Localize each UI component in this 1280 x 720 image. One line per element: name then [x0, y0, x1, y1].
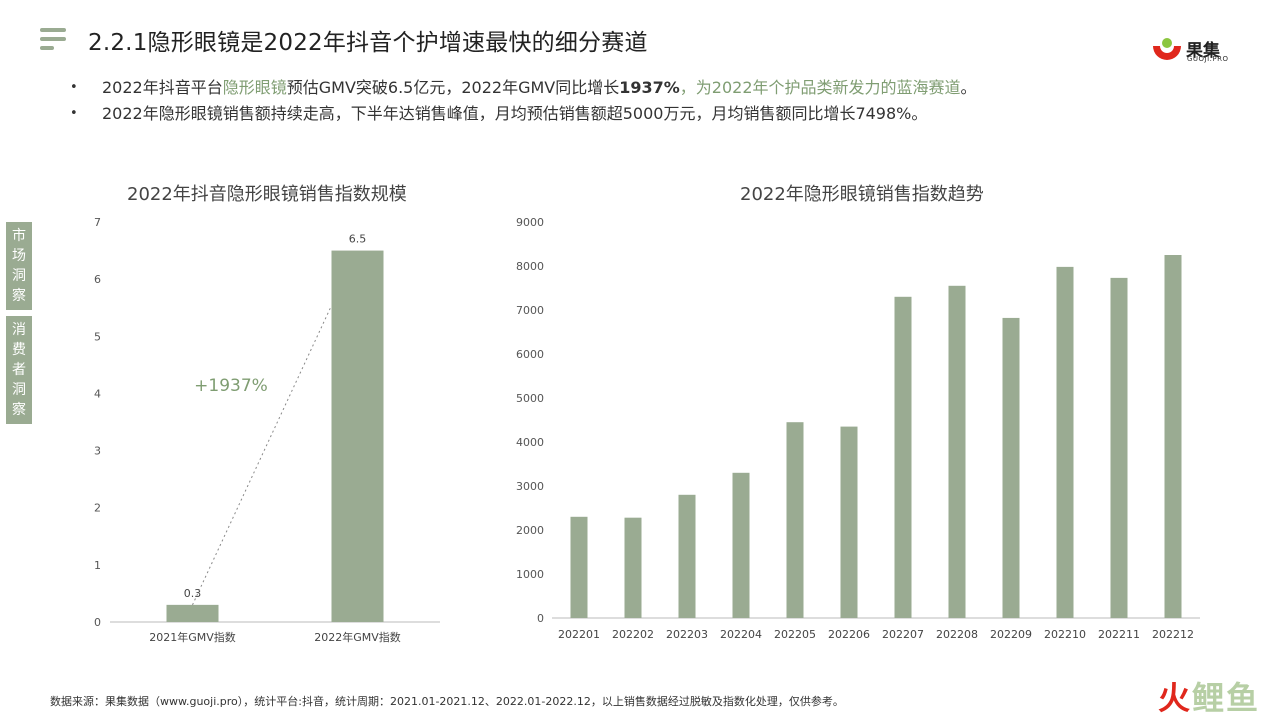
x-tick-label: 202202 — [612, 628, 654, 641]
y-tick-label: 9000 — [516, 216, 544, 229]
y-tick-label: 0 — [94, 616, 101, 629]
side-tab-char: 洞 — [12, 382, 26, 398]
x-tick-label: 202207 — [882, 628, 924, 641]
page-title: 2.2.1隐形眼镜是2022年抖音个护增速最快的细分赛道 — [88, 30, 648, 56]
bar — [894, 296, 912, 618]
y-tick-label: 1 — [94, 559, 101, 572]
x-tick-label: 202211 — [1098, 628, 1140, 641]
side-tab-char: 费 — [12, 342, 26, 358]
corner-brand-part: 火 — [1158, 679, 1193, 717]
y-tick-label: 3000 — [516, 480, 544, 493]
corner-brand-logo: 火鲤鱼 — [1158, 673, 1260, 719]
bullet-text: 2022年隐形眼镜销售额持续走高，下半年达销售峰值，月均预估销售额超5000万元… — [102, 104, 928, 123]
x-tick-label: 202204 — [720, 628, 762, 641]
side-tab-char: 察 — [12, 288, 26, 304]
side-tab-char: 者 — [12, 362, 26, 378]
bar — [786, 422, 804, 618]
y-tick-label: 6 — [94, 273, 101, 286]
chart-title-trend: 2022年隐形眼镜销售指数趋势 — [740, 184, 984, 205]
y-tick-label: 1000 — [516, 568, 544, 581]
brand-logo: 果集 GUOJI.PRO — [1150, 34, 1230, 64]
y-tick-label: 4000 — [516, 436, 544, 449]
bar — [1002, 317, 1020, 618]
x-tick-label: 202208 — [936, 628, 978, 641]
y-tick-label: 6000 — [516, 348, 544, 361]
logo-subtext: GUOJI.PRO — [1187, 55, 1229, 63]
bar — [732, 472, 750, 618]
side-tab-char: 洞 — [12, 268, 26, 284]
logo-text: 果集 — [1186, 41, 1220, 61]
y-tick-label: 5000 — [516, 392, 544, 405]
growth-figure: 1937% — [619, 78, 680, 97]
bar — [678, 494, 696, 618]
bullet-item: 2022年隐形眼镜销售额持续走高，下半年达销售峰值，月均预估销售额超5000万元… — [70, 101, 977, 127]
y-tick-label: 2000 — [516, 524, 544, 537]
x-tick-label: 2021年GMV指数 — [149, 630, 236, 644]
chart-title-gmv: 2022年抖音隐形眼镜销售指数规模 — [127, 184, 407, 205]
side-tab-char: 场 — [12, 248, 26, 264]
bar — [1164, 255, 1182, 618]
x-tick-label: 202210 — [1044, 628, 1086, 641]
bar — [948, 285, 966, 618]
y-tick-label: 7000 — [516, 304, 544, 317]
data-label: 0.3 — [184, 587, 202, 600]
y-tick-label: 3 — [94, 445, 101, 458]
bar — [331, 250, 384, 623]
y-tick-label: 0 — [537, 612, 544, 625]
side-tab-consumer-insight[interactable]: 消 费 者 洞 察 — [6, 316, 32, 424]
x-tick-label: 202203 — [666, 628, 708, 641]
x-tick-label: 202206 — [828, 628, 870, 641]
y-tick-label: 5 — [94, 330, 101, 343]
y-tick-label: 4 — [94, 387, 101, 400]
bar — [166, 604, 219, 622]
bar — [1110, 277, 1128, 618]
x-tick-label: 202209 — [990, 628, 1032, 641]
bullet-text: 预估GMV突破6.5亿元，2022年GMV同比增长 — [286, 78, 620, 97]
y-tick-label: 8000 — [516, 260, 544, 273]
side-tab-char: 市 — [12, 228, 26, 244]
x-tick-label: 202212 — [1152, 628, 1194, 641]
data-source-note: 数据来源：果集数据（www.guoji.pro），统计平台:抖音，统计周期：20… — [50, 695, 844, 708]
bullet-text: 。 — [960, 78, 977, 97]
x-tick-label: 202201 — [558, 628, 600, 641]
growth-annotation: +1937% — [194, 376, 268, 396]
highlight-text: 隐形眼镜 — [222, 78, 287, 97]
side-tab-market-insight[interactable]: 市 场 洞 察 — [6, 222, 32, 310]
corner-brand-part: 鲤鱼 — [1192, 679, 1261, 717]
side-tab-char: 察 — [12, 402, 26, 418]
summary-bullets: 2022年抖音平台隐形眼镜预估GMV突破6.5亿元，2022年GMV同比增长19… — [70, 75, 977, 127]
logo-mark-icon — [1153, 38, 1181, 60]
menu-icon — [40, 28, 66, 52]
growth-trend-line — [192, 305, 332, 606]
y-tick-label: 2 — [94, 502, 101, 515]
x-tick-label: 202205 — [774, 628, 816, 641]
side-tab-char: 消 — [12, 322, 26, 338]
bar — [840, 426, 858, 618]
bar — [1056, 266, 1074, 618]
data-label: 6.5 — [349, 233, 367, 246]
bar — [570, 516, 588, 618]
bullet-item: 2022年抖音平台隐形眼镜预估GMV突破6.5亿元，2022年GMV同比增长19… — [70, 75, 977, 101]
bullet-text: 2022年抖音平台 — [102, 78, 223, 97]
bar — [624, 517, 642, 618]
highlight-text: ，为2022年个护品类新发力的蓝海赛道 — [679, 78, 961, 97]
y-tick-label: 7 — [94, 216, 101, 229]
x-tick-label: 2022年GMV指数 — [314, 630, 401, 644]
